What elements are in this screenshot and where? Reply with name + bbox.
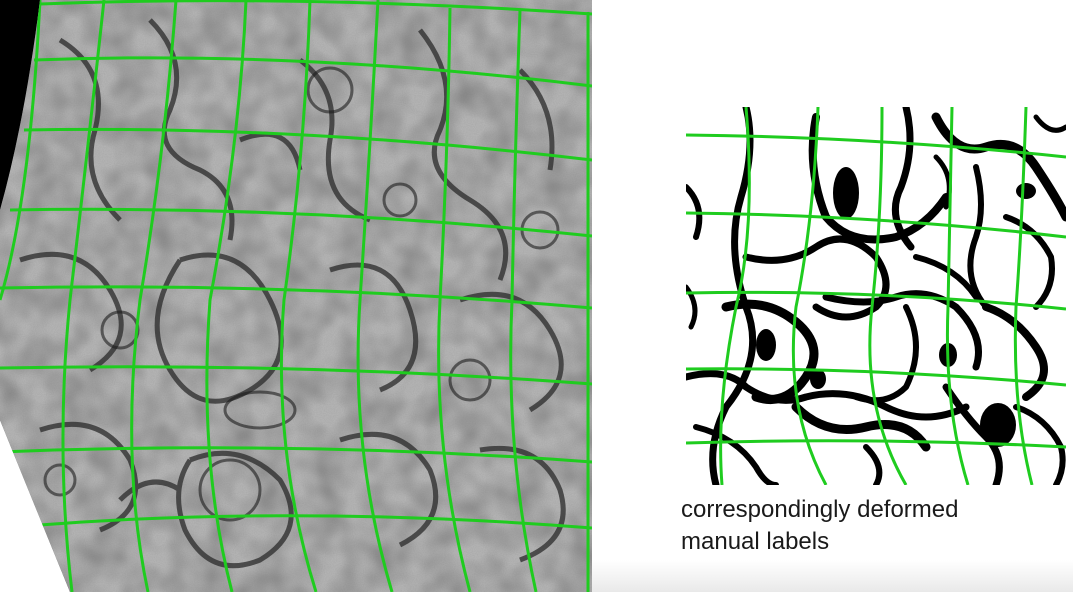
deformed-em-image [0,0,592,592]
caption: correspondingly deformed manual labels [681,494,1061,558]
caption-line-1: correspondingly deformed [681,496,959,523]
deformed-manual-labels [686,107,1066,485]
caption-line-2: manual labels [681,528,830,555]
bottom-fade [592,560,1073,592]
